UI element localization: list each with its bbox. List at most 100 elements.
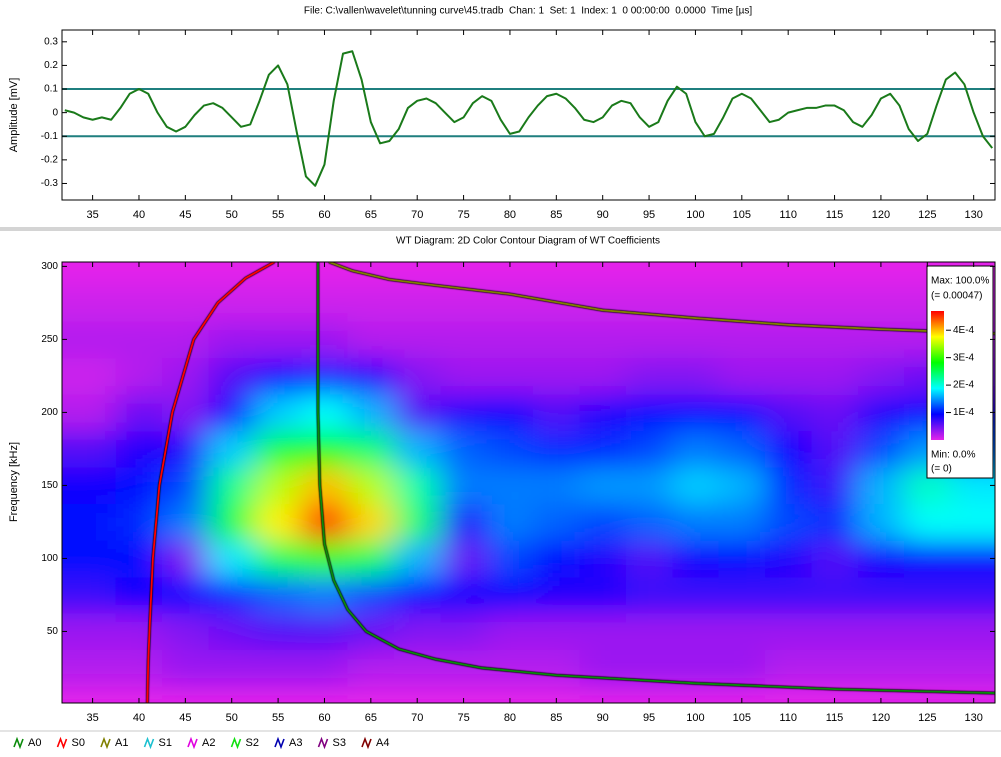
wt-cell [811,613,859,651]
wt-cell [162,284,210,322]
wt-cell [115,394,163,432]
x-tick-label: 110 [779,712,797,724]
legend-icon [230,736,242,750]
wt-cell [394,540,441,578]
wt-cell [672,576,720,614]
wt-cell [486,467,534,505]
wt-cell [394,262,441,286]
x-tick-label: 45 [179,209,191,221]
y-tick-label: 300 [41,261,58,272]
wt-cell [857,284,905,322]
wt-cell [764,357,812,395]
wt-cell [347,503,395,541]
wt-cell [208,540,256,578]
wt-cell [162,262,210,286]
dispersion-curve [328,262,995,335]
wt-cell [579,649,627,687]
wt-cell [162,357,210,395]
wt-cell [394,649,441,687]
wt-cell [347,262,395,286]
wt-cell [672,430,720,468]
separator [0,227,1001,231]
wt-cell [625,394,673,432]
wt-cell [301,357,349,395]
wt-cell [486,503,534,541]
wt-cell [115,613,163,651]
wt-cell [347,576,395,614]
wt-cell [857,321,905,359]
wt-cell [764,503,812,541]
x-tick-label: 105 [733,209,751,221]
wt-cell [440,540,488,578]
wt-cell [62,576,117,614]
wt-cell [950,503,995,541]
x-tick-label: 115 [826,712,844,724]
wt-cell [301,467,349,505]
x-tick-label: 60 [318,209,330,221]
wt-cell [301,321,349,359]
wt-cell [579,262,627,286]
wt-cell [254,430,302,468]
wt-cell [301,394,349,432]
colorbar-tick-label: 1E-4 [953,407,975,418]
x-tick-label: 50 [226,209,238,221]
wt-cell [347,540,395,578]
x-tick-label: 130 [964,712,982,724]
wt-cell [208,503,256,541]
wt-cell [857,467,905,505]
wt-cell [115,576,163,614]
wt-cell [347,394,395,432]
wt-cell [904,503,951,541]
wt-cell [533,576,581,614]
plot-frame [61,261,996,704]
wt-cell [579,613,627,651]
wt-cell [904,540,951,578]
wt-cell [254,649,302,687]
wt-cell [394,430,441,468]
wt-cell [579,357,627,395]
wt-cell [764,649,812,687]
wt-cell [764,576,812,614]
x-tick-label: 120 [872,712,890,724]
dispersion-curves [146,262,995,703]
y-tick-label: 0.3 [44,36,58,47]
wt-cell [625,467,673,505]
wt-cell [533,613,581,651]
x-tick-label: 65 [365,209,377,221]
wt-cell [254,357,302,395]
wt-cell [672,613,720,651]
x-tick-label: 85 [550,209,562,221]
wt-cell [811,503,859,541]
wt-cell [440,357,488,395]
wt-cell [208,430,256,468]
wt-cell [857,613,905,651]
wt-cell [579,540,627,578]
wt-cell [162,503,210,541]
y-tick-label: -0.3 [41,178,59,189]
wt-cell [115,321,163,359]
wt-cell [579,430,627,468]
x-tick-label: 40 [133,712,145,724]
wt-cell [764,394,812,432]
wt-cell [764,540,812,578]
wt-cell [254,284,302,322]
wt-cell [394,503,441,541]
wt-cell [811,576,859,614]
colorbar-max: Max: 100.0% [931,276,989,287]
wt-plot [62,262,995,703]
wt-cell [440,430,488,468]
legend-label: A4 [376,737,389,749]
wt-cell [764,262,812,286]
wt-cell [254,467,302,505]
wt-cell [857,576,905,614]
wt-cell [394,284,441,322]
wt-cell [115,467,163,505]
wt-cell [533,284,581,322]
legend-icon [56,736,68,750]
wt-cell [718,262,766,286]
dispersion-curve [317,262,995,694]
wt-cell [254,394,302,432]
wt-cell [301,430,349,468]
wt-cell [62,613,117,651]
